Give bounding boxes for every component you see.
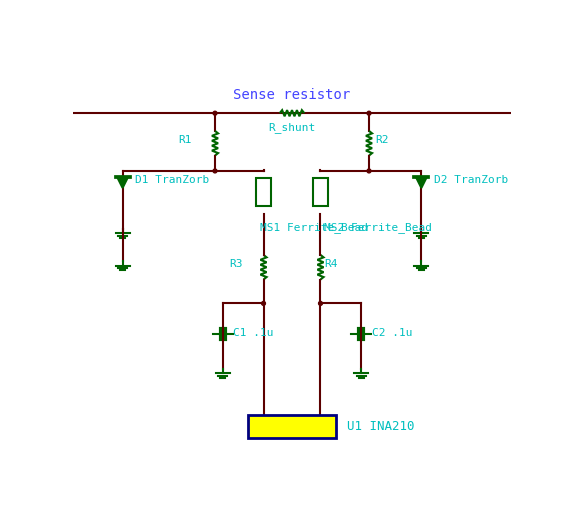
Text: Sense resistor: Sense resistor (233, 88, 350, 102)
Text: MS2 Ferrite_Bead: MS2 Ferrite_Bead (324, 223, 432, 233)
Text: R2: R2 (375, 135, 389, 145)
Circle shape (262, 302, 265, 305)
Circle shape (213, 111, 217, 115)
Bar (256, 178, 271, 206)
Circle shape (367, 169, 371, 173)
Text: R_shunt: R_shunt (269, 122, 316, 133)
Text: In-: In- (312, 418, 329, 428)
Circle shape (367, 111, 371, 115)
Bar (248, 415, 336, 438)
Text: C1 .1u: C1 .1u (233, 328, 274, 338)
Text: C2 .1u: C2 .1u (372, 328, 413, 338)
Text: R1: R1 (179, 135, 192, 145)
Circle shape (213, 169, 217, 173)
Polygon shape (416, 177, 427, 188)
Circle shape (319, 302, 323, 305)
Text: D2 TranZorb: D2 TranZorb (434, 175, 508, 185)
Text: U1 INA210: U1 INA210 (348, 420, 415, 433)
Bar (313, 178, 328, 206)
Text: R4: R4 (324, 259, 338, 269)
Text: In+: In+ (255, 418, 273, 428)
Polygon shape (117, 177, 128, 188)
Text: MS1 Ferrite_Bead: MS1 Ferrite_Bead (259, 223, 368, 233)
Text: D1 TranZorb: D1 TranZorb (135, 175, 209, 185)
Text: R3: R3 (229, 259, 242, 269)
